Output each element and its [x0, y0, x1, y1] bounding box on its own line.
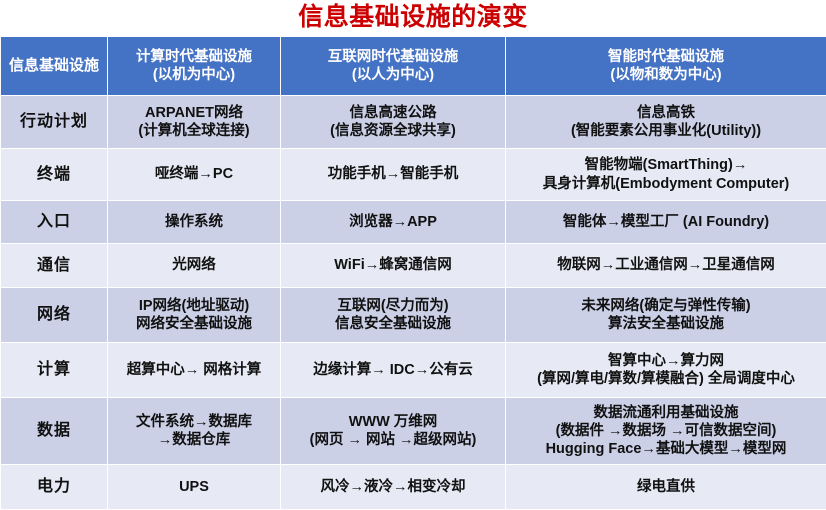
- cell-line: 物联网→工业通信网→卫星通信网: [509, 256, 823, 274]
- row-label: 终端: [1, 149, 108, 201]
- table-row: 数据 文件系统→数据库 →数据仓库 WWW 万维网 (网页 → 网站 →超级网站…: [1, 398, 826, 465]
- cell-internet-era: WWW 万维网 (网页 → 网站 →超级网站): [281, 398, 506, 465]
- cell-line: (信息资源全球共享): [284, 122, 502, 140]
- cell-line: 浏览器→APP: [284, 213, 502, 231]
- cell-line: 智能物端(SmartThing)→: [509, 156, 823, 174]
- cell-line: (网页 → 网站 →超级网站): [284, 431, 502, 449]
- cell-line: (算网/算电/算数/算模融合) 全局调度中心: [509, 370, 823, 388]
- table-row: 计算 超算中心→ 网格计算 边缘计算→ IDC→公有云 智算中心→算力网 (算网…: [1, 343, 826, 398]
- cell-internet-era: 互联网(尽力而为) 信息安全基础设施: [281, 288, 506, 343]
- column-header-compute-era-line1: 计算时代基础设施: [111, 48, 277, 66]
- cell-compute-era: 光网络: [108, 244, 281, 288]
- row-label: 电力: [1, 465, 108, 510]
- cell-line: UPS: [111, 478, 277, 496]
- cell-line: 风冷→液冷→相变冷却: [284, 478, 502, 496]
- column-header-internet-era: 互联网时代基础设施 (以人为中心): [281, 37, 506, 96]
- row-label: 入口: [1, 201, 108, 244]
- table-row: 通信 光网络 WiFi→蜂窝通信网 物联网→工业通信网→卫星通信网: [1, 244, 826, 288]
- column-header-internet-era-line1: 互联网时代基础设施: [284, 48, 502, 66]
- table-row: 终端 哑终端→PC 功能手机→智能手机 智能物端(SmartThing)→ 具身…: [1, 149, 826, 201]
- cell-internet-era: 风冷→液冷→相变冷却: [281, 465, 506, 510]
- row-label: 行动计划: [1, 96, 108, 149]
- cell-intelligent-era: 智能物端(SmartThing)→ 具身计算机(Embodyment Compu…: [506, 149, 826, 201]
- cell-line: 未来网络(确定与弹性传输): [509, 297, 823, 315]
- table-body: 行动计划 ARPANET网络 (计算机全球连接) 信息高速公路 (信息资源全球共…: [1, 96, 826, 510]
- cell-line: IP网络(地址驱动): [111, 297, 277, 315]
- cell-line: 功能手机→智能手机: [284, 165, 502, 183]
- column-header-intelligent-era-line2: (以物和数为中心): [509, 66, 823, 84]
- cell-line: (智能要素公用事业化(Utility)): [509, 122, 823, 140]
- cell-intelligent-era: 信息高铁 (智能要素公用事业化(Utility)): [506, 96, 826, 149]
- cell-internet-era: 浏览器→APP: [281, 201, 506, 244]
- cell-internet-era: WiFi→蜂窝通信网: [281, 244, 506, 288]
- cell-internet-era: 功能手机→智能手机: [281, 149, 506, 201]
- cell-line: 操作系统: [111, 213, 277, 231]
- row-label: 网络: [1, 288, 108, 343]
- table-header: 信息基础设施 计算时代基础设施 (以机为中心) 互联网时代基础设施 (以人为中心…: [1, 37, 826, 96]
- column-header-intelligent-era-line1: 智能时代基础设施: [509, 48, 823, 66]
- column-header-compute-era-line2: (以机为中心): [111, 66, 277, 84]
- cell-internet-era: 边缘计算→ IDC→公有云: [281, 343, 506, 398]
- cell-compute-era: 文件系统→数据库 →数据仓库: [108, 398, 281, 465]
- cell-line: 绿电直供: [509, 478, 823, 496]
- cell-line: 信息高速公路: [284, 104, 502, 122]
- column-header-internet-era-line2: (以人为中心): [284, 66, 502, 84]
- cell-compute-era: 操作系统: [108, 201, 281, 244]
- cell-intelligent-era: 智能体→模型工厂 (AI Foundry): [506, 201, 826, 244]
- cell-intelligent-era: 绿电直供: [506, 465, 826, 510]
- cell-line: 超算中心→ 网格计算: [111, 361, 277, 379]
- table-row: 网络 IP网络(地址驱动) 网络安全基础设施 互联网(尽力而为) 信息安全基础设…: [1, 288, 826, 343]
- cell-compute-era: 哑终端→PC: [108, 149, 281, 201]
- column-header-intelligent-era: 智能时代基础设施 (以物和数为中心): [506, 37, 826, 96]
- cell-compute-era: ARPANET网络 (计算机全球连接): [108, 96, 281, 149]
- cell-line: WWW 万维网: [284, 413, 502, 431]
- cell-line: 信息安全基础设施: [284, 315, 502, 333]
- cell-line: (数据件 →数据场 →可信数据空间): [509, 422, 823, 440]
- cell-line: 文件系统→数据库: [111, 413, 277, 431]
- cell-line: 互联网(尽力而为): [284, 297, 502, 315]
- cell-line: 哑终端→PC: [111, 165, 277, 183]
- cell-line: 具身计算机(Embodyment Computer): [509, 175, 823, 193]
- page-title: 信息基础设施的演变: [0, 0, 826, 36]
- cell-line: 信息高铁: [509, 104, 823, 122]
- cell-line: 算法安全基础设施: [509, 315, 823, 333]
- table-row: 电力 UPS 风冷→液冷→相变冷却 绿电直供: [1, 465, 826, 510]
- cell-line: 光网络: [111, 256, 277, 274]
- cell-line: 智算中心→算力网: [509, 352, 823, 370]
- cell-intelligent-era: 智算中心→算力网 (算网/算电/算数/算模融合) 全局调度中心: [506, 343, 826, 398]
- cell-line: 网络安全基础设施: [111, 315, 277, 333]
- cell-compute-era: IP网络(地址驱动) 网络安全基础设施: [108, 288, 281, 343]
- cell-line: 智能体→模型工厂 (AI Foundry): [509, 213, 823, 231]
- column-header-compute-era: 计算时代基础设施 (以机为中心): [108, 37, 281, 96]
- slide-root: 信息基础设施的演变 信息基础设施 计算时代基础设施 (以机为中心) 互联网时代基…: [0, 0, 826, 467]
- column-header-category-line1: 信息基础设施: [4, 57, 104, 76]
- cell-internet-era: 信息高速公路 (信息资源全球共享): [281, 96, 506, 149]
- cell-line: Hugging Face→基础大模型→模型网: [509, 440, 823, 458]
- table-row: 入口 操作系统 浏览器→APP 智能体→模型工厂 (AI Foundry): [1, 201, 826, 244]
- cell-line: ARPANET网络: [111, 104, 277, 122]
- table-row: 行动计划 ARPANET网络 (计算机全球连接) 信息高速公路 (信息资源全球共…: [1, 96, 826, 149]
- row-label: 计算: [1, 343, 108, 398]
- row-label: 通信: [1, 244, 108, 288]
- cell-intelligent-era: 数据流通利用基础设施 (数据件 →数据场 →可信数据空间) Hugging Fa…: [506, 398, 826, 465]
- cell-intelligent-era: 物联网→工业通信网→卫星通信网: [506, 244, 826, 288]
- cell-line: 边缘计算→ IDC→公有云: [284, 361, 502, 379]
- cell-line: (计算机全球连接): [111, 122, 277, 140]
- header-row: 信息基础设施 计算时代基础设施 (以机为中心) 互联网时代基础设施 (以人为中心…: [1, 37, 826, 96]
- cell-line: WiFi→蜂窝通信网: [284, 256, 502, 274]
- column-header-category: 信息基础设施: [1, 37, 108, 96]
- evolution-table: 信息基础设施 计算时代基础设施 (以机为中心) 互联网时代基础设施 (以人为中心…: [0, 36, 826, 510]
- cell-line: →数据仓库: [111, 431, 277, 449]
- cell-intelligent-era: 未来网络(确定与弹性传输) 算法安全基础设施: [506, 288, 826, 343]
- row-label: 数据: [1, 398, 108, 465]
- cell-compute-era: 超算中心→ 网格计算: [108, 343, 281, 398]
- cell-compute-era: UPS: [108, 465, 281, 510]
- cell-line: 数据流通利用基础设施: [509, 404, 823, 422]
